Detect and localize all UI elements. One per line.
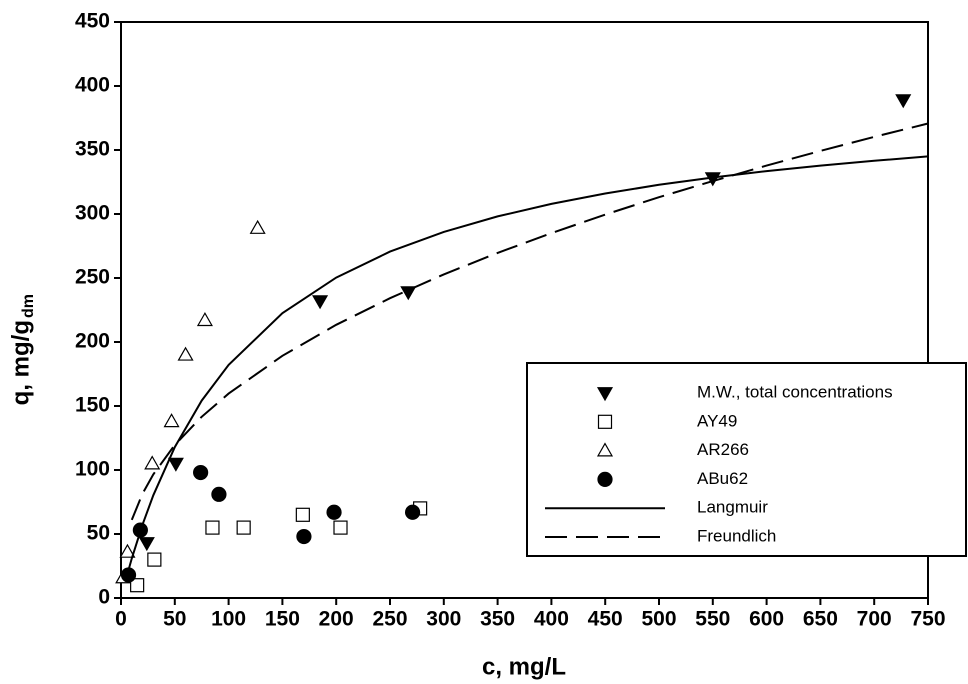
point (167, 457, 184, 472)
point (130, 578, 145, 593)
y-tick-label: 0 (98, 586, 110, 609)
legend-label: AR266 (697, 440, 749, 459)
legend-label: M.W., total concentrations (697, 382, 893, 401)
point (163, 413, 180, 428)
y-tick-label: 300 (75, 202, 110, 225)
x-tick-label: 700 (857, 608, 892, 631)
point (119, 543, 136, 558)
plot-frame (120, 21, 929, 599)
fit-line (130, 122, 929, 521)
x-tick-label: 50 (163, 608, 186, 631)
y-tick-label: 250 (75, 266, 110, 289)
x-tick-label: 300 (426, 608, 461, 631)
point (211, 486, 227, 502)
point (144, 455, 161, 470)
x-axis-label: c, mg/L (482, 653, 566, 680)
legend-marker (597, 414, 613, 429)
legend-label: AY49 (697, 411, 737, 430)
point (704, 172, 721, 187)
y-tick-label: 50 (87, 522, 110, 545)
x-tick-label: 500 (641, 608, 676, 631)
y-tick-label: 350 (75, 138, 110, 161)
point (193, 464, 209, 481)
y-axis-label: q, mg/g (7, 320, 34, 405)
legend-marker (596, 387, 614, 402)
point (296, 528, 312, 545)
y-tick-label: 450 (75, 10, 110, 33)
point (147, 552, 162, 567)
point (205, 520, 220, 535)
x-tick-label: 250 (372, 608, 407, 631)
y-tick-label: 400 (75, 74, 110, 97)
point (236, 520, 251, 535)
x-tick-label: 550 (695, 608, 730, 631)
x-tick-label: 400 (534, 608, 569, 631)
x-tick-label: 650 (803, 608, 838, 631)
point (400, 286, 417, 301)
point (404, 504, 421, 520)
point (895, 94, 912, 109)
point (333, 520, 348, 535)
x-tick-label: 450 (588, 608, 623, 631)
legend-box (526, 362, 967, 557)
point (249, 219, 266, 234)
x-tick-label: 350 (480, 608, 515, 631)
y-tick-label: 150 (75, 394, 110, 417)
point (295, 507, 310, 522)
x-tick-label: 750 (910, 608, 945, 631)
point (196, 312, 213, 327)
x-tick-label: 150 (265, 608, 300, 631)
x-tick-label: 0 (115, 608, 127, 631)
x-tick-label: 100 (211, 608, 246, 631)
legend-label: Freundlich (697, 526, 776, 545)
legend-label: ABu62 (697, 469, 748, 488)
point (312, 295, 329, 310)
fit-line (125, 155, 929, 578)
point (138, 537, 155, 552)
y-axis-label-group: q, mg/g dm (7, 294, 37, 405)
legend-marker (596, 442, 614, 457)
legend-label: Langmuir (697, 498, 768, 517)
point (177, 346, 194, 361)
y-tick-label: 200 (75, 330, 110, 353)
y-tick-label: 100 (75, 458, 110, 481)
legend-marker (597, 471, 613, 487)
x-tick-label: 200 (319, 608, 354, 631)
point (326, 504, 342, 520)
x-tick-label: 600 (749, 608, 784, 631)
y-axis-label-subscript: dm (20, 294, 37, 318)
